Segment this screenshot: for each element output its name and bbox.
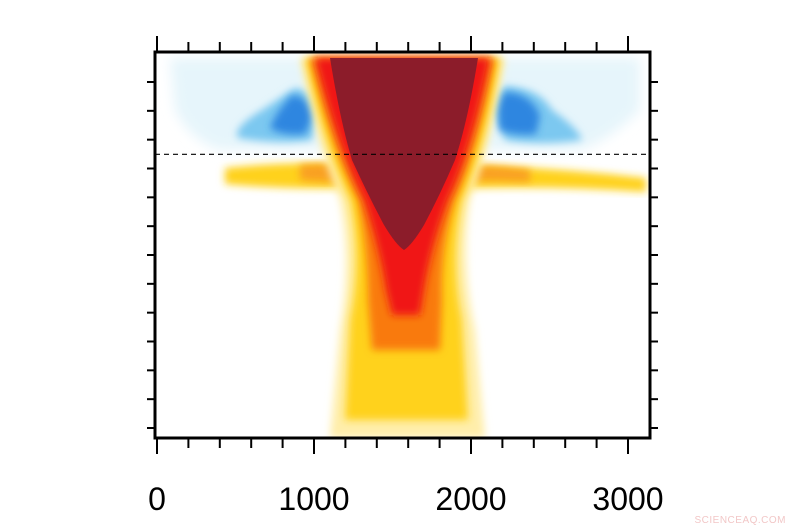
x-tick-label: 1000 xyxy=(278,481,349,517)
x-axis-labels: 0 1000 2000 3000 xyxy=(148,481,663,517)
axis-ticks xyxy=(147,36,658,454)
x-tick-label: 3000 xyxy=(592,481,663,517)
plume-dark-red-core xyxy=(330,58,478,250)
x-tick-label: 2000 xyxy=(435,481,506,517)
blue-lobe-left-core xyxy=(270,95,312,135)
watermark: SCIENCEAQ.COM xyxy=(694,515,786,526)
heatmap-field xyxy=(170,58,646,438)
x-tick-label: 0 xyxy=(148,481,166,517)
blue-lobe-right-core xyxy=(498,92,540,135)
plot-frame xyxy=(153,50,652,440)
